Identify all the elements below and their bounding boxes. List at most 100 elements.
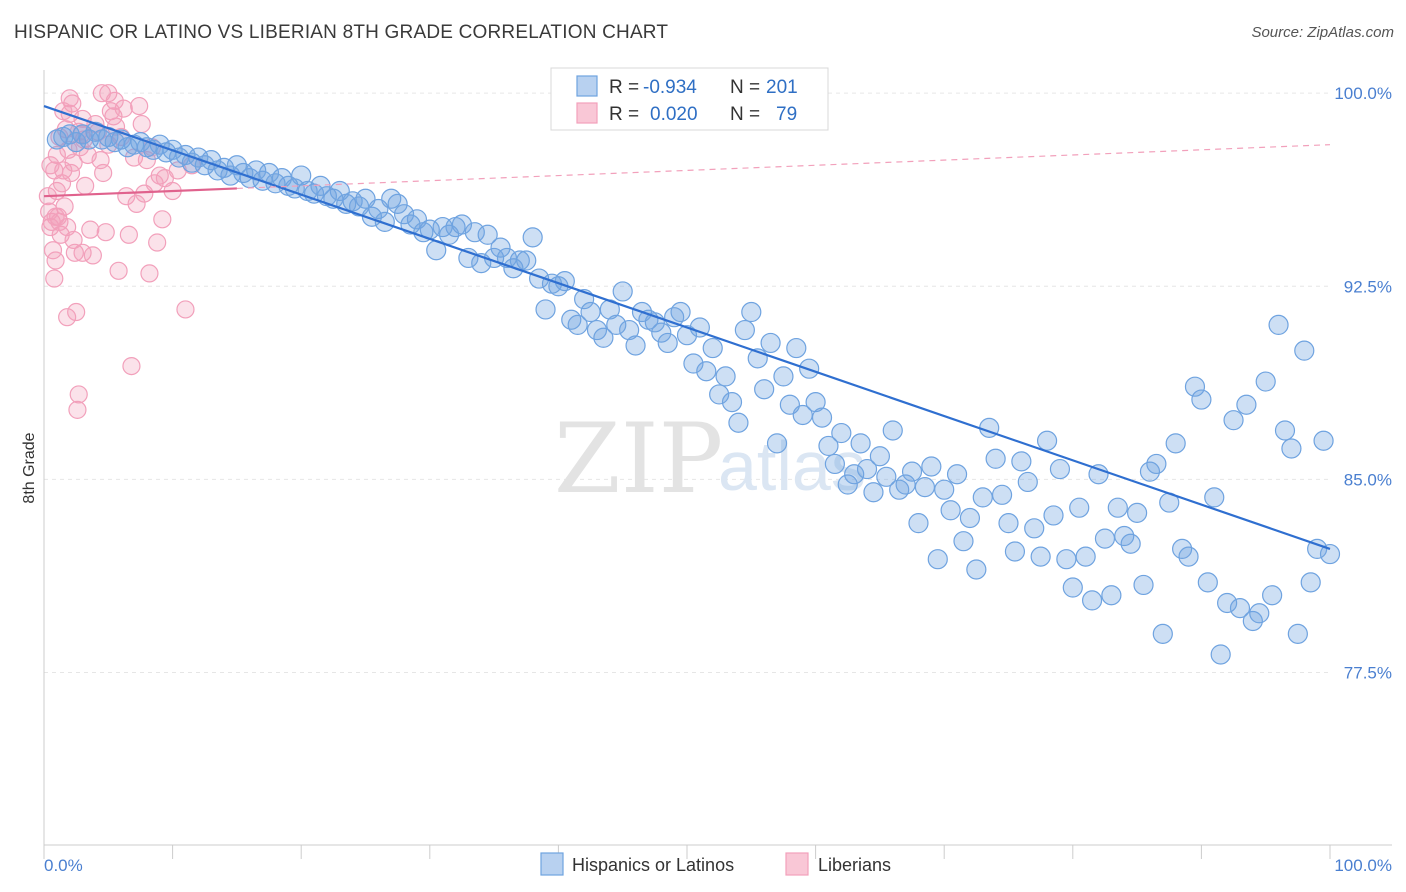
series-label-liberians: Liberians [818, 855, 891, 875]
hispanics-point-129 [876, 466, 897, 487]
watermark: ZIP atlas [554, 403, 866, 515]
hispanics-point-53 [387, 193, 408, 214]
hispanics-point-125 [850, 433, 871, 454]
hispanics-point-163 [1094, 528, 1116, 549]
hispanics-point-189 [1262, 585, 1283, 606]
legend-n-label-2: N = [730, 104, 760, 125]
hispanics-point-89 [619, 319, 640, 341]
liberians-point-56 [140, 264, 159, 283]
hispanics-point-174 [1165, 433, 1186, 454]
legend-n-value-1: 201 [766, 77, 798, 98]
axes [43, 70, 1392, 859]
hispanics-point-187 [1249, 603, 1270, 624]
liberians-point-59 [148, 233, 167, 252]
hispanics-point-76 [535, 299, 556, 320]
hispanics-point-191 [1274, 420, 1296, 441]
hispanics-point-136 [921, 456, 942, 477]
hispanics-point-177 [1184, 376, 1206, 397]
legend-r-label-2: R = [609, 104, 639, 125]
hispanics-point-171 [1146, 453, 1167, 475]
hispanics-point-126 [856, 458, 878, 480]
liberians-point-49 [122, 356, 141, 376]
liberians-point-61 [153, 210, 172, 229]
hispanics-point-106 [728, 412, 749, 433]
hispanics-point-104 [715, 366, 736, 387]
hispanics-point-153 [1030, 546, 1051, 567]
hispanics-point-142 [959, 507, 981, 529]
chart-title: HISPANIC OR LATINO VS LIBERIAN 8TH GRADE… [14, 22, 669, 43]
liberians-point-73 [45, 161, 64, 180]
chart-source: Source: ZipAtlas.com [1251, 24, 1394, 41]
hispanics-point-179 [1197, 572, 1218, 593]
hispanics-point-155 [1043, 505, 1064, 526]
hispanics-point-148 [998, 513, 1019, 534]
hispanics-point-38 [291, 165, 312, 186]
hispanics-point-97 [670, 301, 691, 323]
hispanics-point-165 [1107, 497, 1128, 518]
hispanics-point-159 [1069, 497, 1090, 518]
legend-r-value-1: -0.934 [643, 77, 697, 98]
hispanics-point-169 [1133, 574, 1154, 596]
series-swatch-liberians [785, 852, 809, 876]
hispanics-point-152 [1024, 518, 1045, 539]
y-tick-label-1: 85.0% [1344, 470, 1392, 489]
liberians-point-77 [64, 230, 83, 250]
liberians-point-44 [109, 261, 128, 280]
liberians-point-6 [45, 269, 64, 288]
hispanics-point-197 [1313, 430, 1334, 451]
hispanics-point-122 [831, 422, 852, 444]
liberians-point-65 [176, 300, 195, 319]
hispanics-point-146 [985, 448, 1006, 469]
hispanics-point-137 [927, 549, 948, 570]
hispanics-point-154 [1036, 430, 1058, 451]
liberians-point-33 [81, 220, 100, 239]
y-tick-label-2: 92.5% [1344, 277, 1392, 296]
hispanics-point-99 [683, 353, 704, 374]
hispanics-point-190 [1268, 314, 1289, 336]
hispanics-point-41 [310, 175, 331, 196]
hispanics-point-102 [702, 337, 723, 359]
hispanics-point-85 [593, 327, 614, 348]
hispanics-point-178 [1191, 389, 1212, 410]
hispanics-point-183 [1223, 410, 1244, 431]
hispanics-point-90 [625, 335, 646, 356]
hispanics-point-124 [844, 464, 865, 485]
liberians-point-38 [94, 163, 113, 183]
hispanics-point-87 [606, 314, 627, 336]
hispanics-points [46, 121, 1341, 665]
hispanics-point-127 [863, 482, 884, 503]
liberians-point-7 [46, 251, 65, 270]
hispanics-point-51 [374, 211, 395, 233]
hispanics-point-138 [934, 479, 955, 500]
hispanics-point-194 [1294, 340, 1315, 361]
hispanics-point-143 [966, 559, 987, 580]
hispanics-point-156 [1049, 458, 1071, 480]
hispanics-point-110 [754, 379, 775, 400]
hispanics-point-81 [567, 314, 588, 336]
hispanics-point-157 [1056, 549, 1077, 570]
liberians-point-26 [69, 385, 88, 404]
liberians-point-48 [119, 225, 138, 244]
liberians-point-72 [54, 102, 73, 121]
hispanics-point-74 [522, 227, 543, 248]
hispanics-point-164 [1101, 585, 1122, 606]
hispanics-point-133 [901, 461, 923, 482]
hispanics-point-184 [1229, 598, 1251, 619]
liberians-point-29 [73, 243, 92, 262]
liberians-point-5 [43, 241, 63, 260]
liberians-point-53 [132, 114, 151, 134]
liberians-point-39 [96, 223, 115, 242]
hispanics-point-181 [1210, 644, 1231, 665]
legend-swatch-hispanics [576, 75, 598, 97]
hispanics-point-132 [895, 474, 916, 495]
liberians-point-31 [76, 176, 95, 195]
hispanics-trend-line [43, 105, 1331, 550]
liberians-point-52 [130, 96, 149, 116]
hispanics-point-98 [676, 325, 698, 346]
hispanics-point-130 [882, 420, 903, 441]
series-legend: Hispanics or Latinos Liberians [540, 852, 891, 876]
hispanics-point-198 [1319, 543, 1341, 565]
legend-r-value-2: 0.020 [650, 104, 698, 125]
hispanics-point-158 [1062, 577, 1083, 598]
